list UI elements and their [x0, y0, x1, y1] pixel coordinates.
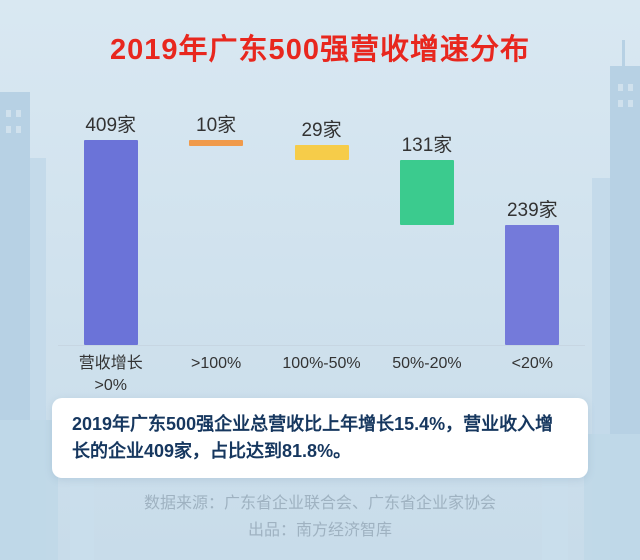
bar-value-label: 409家 — [85, 115, 137, 136]
producer-text: 出品：南方经济智库 — [247, 522, 392, 539]
chart-column: 409家 — [58, 115, 163, 345]
x-axis-label: 50%-20% — [392, 355, 462, 372]
chart-plot-area: 409家 10家 29家 131家 239家 — [58, 115, 585, 345]
x-axis-label: <20% — [511, 355, 554, 372]
bar-value-label: 29家 — [301, 120, 342, 142]
bar-5 — [505, 225, 560, 345]
bar-value-label: 10家 — [196, 115, 237, 136]
x-axis-label: >100% — [190, 355, 242, 372]
x-axis: 营收增长 >0% >100% 100%-50% 50%-20% <20% — [58, 345, 585, 396]
bar-value-label: 131家 — [401, 134, 453, 156]
x-axis-label: 营收增长 >0% — [78, 355, 143, 394]
chart-column: 10家 — [163, 115, 268, 345]
summary-text: 2019年广东500强企业总营收比上年增长15.4%，营业收入增长的企业409家… — [72, 414, 554, 461]
x-axis-label: 100%-50% — [282, 355, 361, 372]
bar-3 — [294, 145, 349, 160]
bar-2 — [189, 140, 244, 146]
data-source-text: 数据来源：广东省企业联合会、广东省企业家协会 — [143, 495, 496, 512]
bar-value-label: 239家 — [506, 200, 558, 222]
waterfall-chart: 409家 10家 29家 131家 239家 营收增长 >0% >100% 100%-50%… — [58, 115, 585, 396]
chart-column: 239家 — [480, 140, 585, 345]
bar-4 — [399, 159, 454, 226]
chart-column: 29家 — [269, 120, 374, 345]
bar-1 — [83, 140, 138, 345]
footer: 数据来源：广东省企业联合会、广东省企业家协会 出品：南方经济智库 — [0, 490, 640, 544]
chart-title: 2019年广东500强营收增速分布 — [110, 34, 530, 66]
summary-note: 2019年广东500强企业总营收比上年增长15.4%，营业收入增长的企业409家… — [52, 398, 588, 478]
chart-column: 131家 — [374, 135, 479, 345]
